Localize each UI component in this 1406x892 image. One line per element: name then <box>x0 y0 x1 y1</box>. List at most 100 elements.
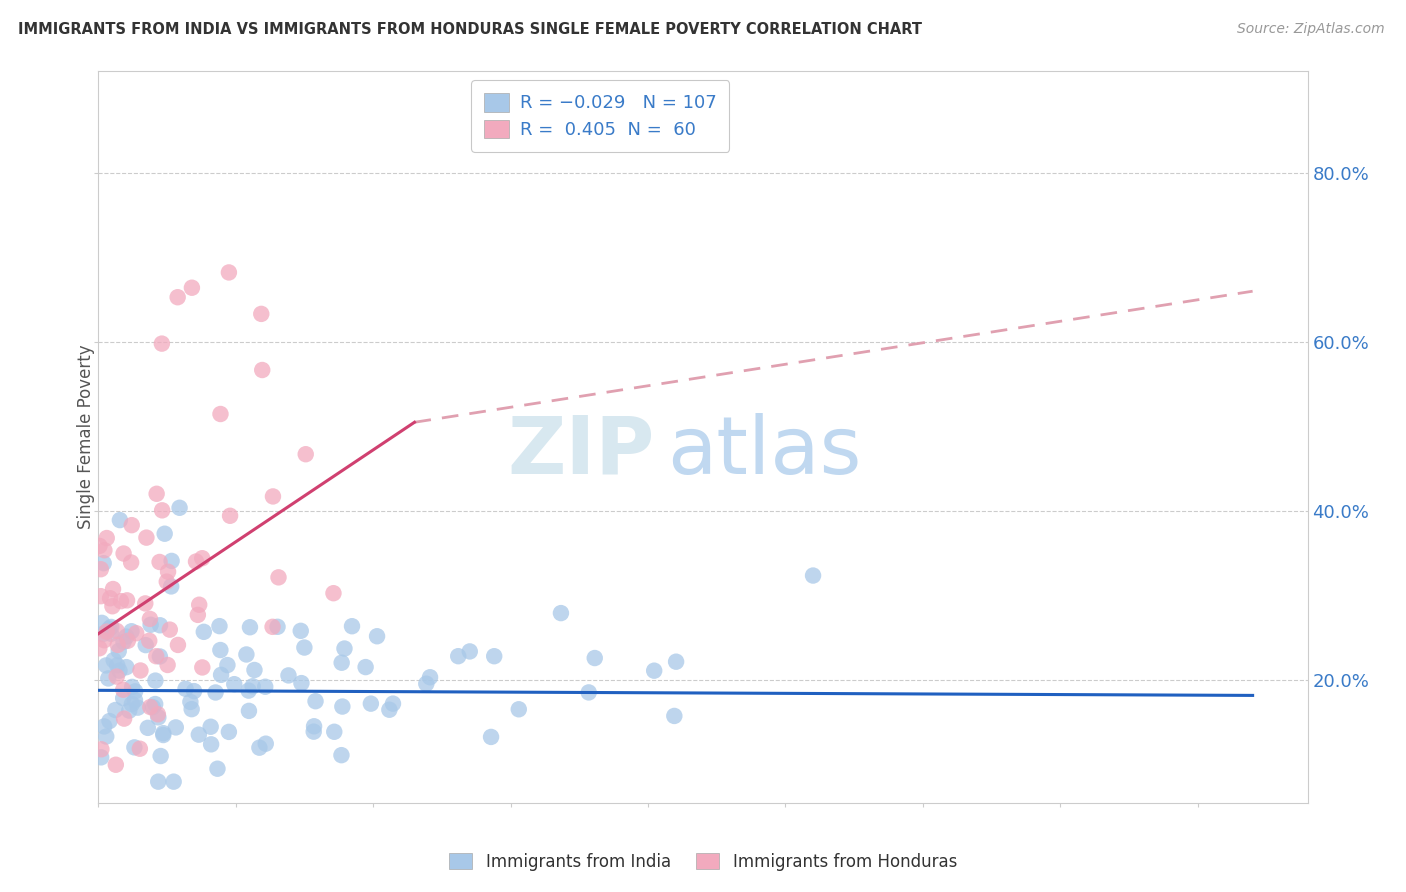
Point <box>330 748 353 763</box>
Text: Source: ZipAtlas.com: Source: ZipAtlas.com <box>1237 22 1385 37</box>
Point <box>302 724 325 739</box>
Point <box>508 702 530 716</box>
Point <box>121 624 143 639</box>
Point <box>142 700 165 714</box>
Point <box>323 724 346 739</box>
Point <box>191 660 214 674</box>
Point <box>100 620 122 634</box>
Point <box>665 655 688 669</box>
Point <box>200 737 222 751</box>
Point <box>118 704 141 718</box>
Point <box>100 627 122 641</box>
Point <box>360 697 382 711</box>
Point <box>143 697 166 711</box>
Point <box>294 447 316 461</box>
Point <box>217 658 239 673</box>
Point <box>138 633 160 648</box>
Point <box>121 518 143 533</box>
Point <box>447 649 470 664</box>
Point <box>112 691 135 706</box>
Point <box>150 503 173 517</box>
Point <box>152 728 174 742</box>
Point <box>160 554 183 568</box>
Point <box>218 725 240 739</box>
Point <box>188 598 211 612</box>
Point <box>209 668 232 682</box>
Point <box>105 658 128 673</box>
Point <box>107 644 129 658</box>
Text: IMMIGRANTS FROM INDIA VS IMMIGRANTS FROM HONDURAS SINGLE FEMALE POVERTY CORRELAT: IMMIGRANTS FROM INDIA VS IMMIGRANTS FROM… <box>18 22 922 37</box>
Point <box>262 620 284 634</box>
Point <box>115 593 138 607</box>
Point <box>180 702 202 716</box>
Point <box>91 627 114 641</box>
Point <box>242 679 264 693</box>
Point <box>160 579 183 593</box>
Point <box>93 633 115 648</box>
Point <box>550 606 572 620</box>
Point <box>187 607 209 622</box>
Point <box>134 596 156 610</box>
Point <box>183 684 205 698</box>
Point <box>127 700 149 714</box>
Point <box>243 663 266 677</box>
Point <box>156 657 179 672</box>
Point <box>204 685 226 699</box>
Point <box>200 720 222 734</box>
Point <box>578 685 600 699</box>
Point <box>107 638 129 652</box>
Point <box>104 757 127 772</box>
Point <box>124 740 146 755</box>
Point <box>252 363 274 377</box>
Point <box>148 710 170 724</box>
Point <box>103 653 125 667</box>
Point <box>145 649 167 664</box>
Point <box>218 265 240 279</box>
Point <box>302 719 325 733</box>
Point <box>120 556 142 570</box>
Point <box>117 633 139 648</box>
Point <box>135 531 157 545</box>
Point <box>643 664 665 678</box>
Point <box>378 703 401 717</box>
Point <box>262 490 284 504</box>
Point <box>166 290 188 304</box>
Point <box>209 407 232 421</box>
Point <box>101 599 124 614</box>
Point <box>174 681 197 696</box>
Point <box>98 622 121 636</box>
Point <box>458 644 481 658</box>
Point <box>381 697 404 711</box>
Point <box>105 670 128 684</box>
Point <box>238 683 260 698</box>
Point <box>333 641 356 656</box>
Point <box>145 487 167 501</box>
Point <box>179 695 201 709</box>
Point <box>90 742 112 756</box>
Point <box>93 543 115 558</box>
Point <box>187 728 209 742</box>
Point <box>247 740 270 755</box>
Point <box>180 281 202 295</box>
Point <box>90 562 112 576</box>
Point <box>150 336 173 351</box>
Point <box>93 719 115 733</box>
Point <box>101 582 124 596</box>
Point <box>105 624 128 638</box>
Point <box>129 664 152 678</box>
Point <box>290 676 312 690</box>
Point <box>98 591 121 606</box>
Point <box>124 693 146 707</box>
Point <box>96 730 118 744</box>
Point <box>93 556 115 570</box>
Point <box>90 750 112 764</box>
Point <box>169 500 191 515</box>
Point <box>153 526 176 541</box>
Point <box>128 741 150 756</box>
Point <box>583 651 606 665</box>
Point <box>165 720 187 734</box>
Point <box>135 638 157 652</box>
Point <box>191 551 214 566</box>
Point <box>254 737 277 751</box>
Point <box>267 570 290 584</box>
